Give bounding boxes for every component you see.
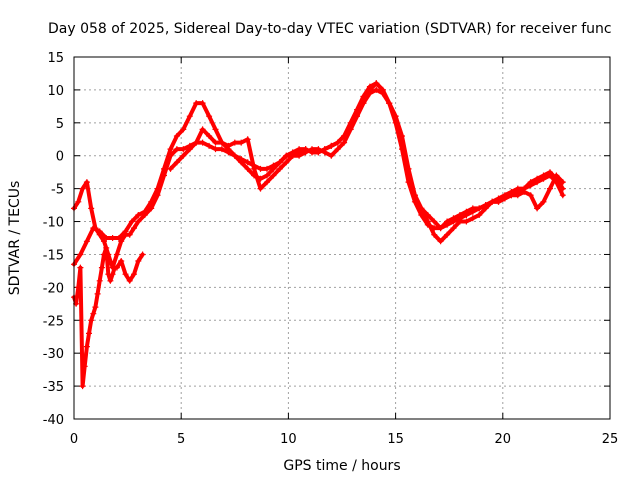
y-tick-label: 5 <box>56 117 64 132</box>
series-track-4 <box>167 86 566 245</box>
y-tick-label: -5 <box>51 183 64 198</box>
x-tick-label: 10 <box>280 432 297 447</box>
x-tick-label: 25 <box>602 432 619 447</box>
y-tick-label: -40 <box>43 413 64 428</box>
y-tick-label: 0 <box>56 150 64 165</box>
series-track-2 <box>71 80 566 271</box>
y-tick-label: -15 <box>43 248 64 263</box>
y-tick-label: -30 <box>43 347 64 362</box>
x-tick-label: 5 <box>177 432 185 447</box>
y-tick-label: 15 <box>47 51 64 66</box>
y-tick-label: -20 <box>43 281 64 296</box>
x-axis-ticks: 0 5 10 15 20 25 <box>70 57 618 447</box>
series-line <box>72 81 565 270</box>
chart-title: Day 058 of 2025, Sidereal Day-to-day VTE… <box>48 21 612 37</box>
y-tick-label: -35 <box>43 380 64 395</box>
series-track-3 <box>71 244 146 390</box>
x-tick-label: 20 <box>495 432 512 447</box>
data-point-markers <box>71 80 566 271</box>
data-point-markers <box>71 80 566 268</box>
y-tick-label: -10 <box>43 216 64 231</box>
y-axis-label: SDTVAR / TECUs <box>7 181 23 296</box>
series-line <box>72 81 565 267</box>
series-line <box>168 87 565 244</box>
x-axis-label: GPS time / hours <box>283 458 400 474</box>
y-tick-label: 10 <box>47 84 64 99</box>
x-tick-label: 15 <box>387 432 404 447</box>
y-tick-label: -25 <box>43 314 64 329</box>
data-series <box>71 80 566 390</box>
y-axis-ticks: 15 10 5 0 -5 -10 -15 -20 -25 -30 -35 -40 <box>43 51 610 428</box>
plot-frame <box>73 56 611 420</box>
grid-lines <box>74 57 610 419</box>
series-track-1 <box>71 80 566 268</box>
data-point-markers <box>167 86 566 245</box>
x-tick-label: 0 <box>70 432 78 447</box>
